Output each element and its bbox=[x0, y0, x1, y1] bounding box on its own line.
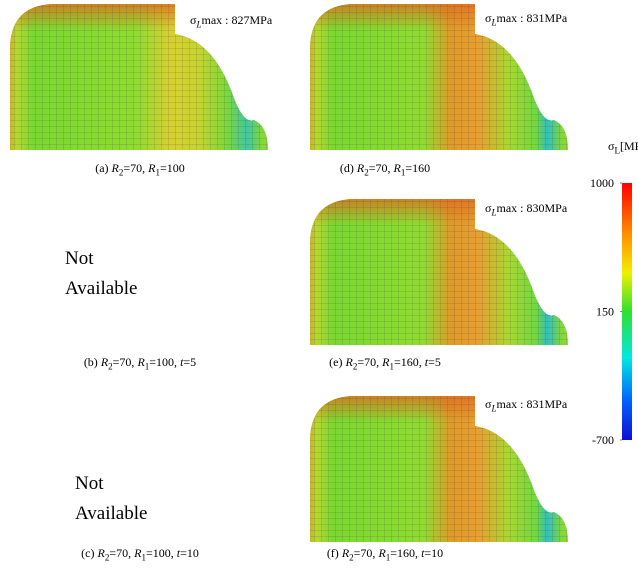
text-run: 1 bbox=[141, 553, 146, 563]
text-run: =5 bbox=[428, 355, 441, 369]
caption: (c) R2=70, R1=100, t=10 bbox=[81, 546, 199, 563]
colorbar-tick-label: 150 bbox=[596, 305, 614, 319]
text-run: max : 831MPa bbox=[496, 11, 567, 25]
colorbar bbox=[622, 183, 632, 440]
text-run: max : 831MPa bbox=[496, 397, 567, 411]
text-run: =10 bbox=[424, 546, 443, 560]
text-run: (e) bbox=[329, 355, 345, 369]
max-stress-label: σLmax : 830MPa bbox=[485, 201, 568, 218]
text-run: =70, bbox=[113, 355, 138, 369]
text-run: =100, bbox=[149, 355, 180, 369]
text-run: 2 bbox=[108, 362, 113, 372]
text-run: max : 830MPa bbox=[496, 201, 567, 215]
text-run: σ bbox=[485, 11, 492, 25]
text-run: R bbox=[381, 355, 390, 369]
caption: (b) R2=70, R1=100, t=5 bbox=[84, 355, 196, 372]
text-run: t bbox=[421, 546, 425, 560]
text-run: R bbox=[96, 546, 105, 560]
text-run: =70, bbox=[354, 546, 379, 560]
text-run: 2 bbox=[353, 362, 358, 372]
colorbar-tick-label: 1000 bbox=[590, 176, 614, 190]
text-run: (a) bbox=[95, 161, 111, 175]
text-run: R bbox=[344, 355, 353, 369]
text-run: R bbox=[356, 161, 365, 175]
text-run: 2 bbox=[364, 168, 369, 178]
placeholder-text: Not bbox=[75, 473, 104, 494]
max-stress-label: σLmax : 831MPa bbox=[485, 11, 568, 28]
text-run: R bbox=[377, 546, 386, 560]
text-run: (c) bbox=[81, 546, 97, 560]
text-run: 1 bbox=[401, 168, 406, 178]
text-run: 1 bbox=[156, 168, 161, 178]
text-run: 1 bbox=[145, 362, 150, 372]
text-run: t bbox=[180, 355, 184, 369]
text-run: L bbox=[195, 20, 201, 30]
text-run: =70, bbox=[369, 161, 394, 175]
text-run: t bbox=[177, 546, 181, 560]
text-run: =70, bbox=[109, 546, 134, 560]
text-run: σ bbox=[608, 139, 615, 153]
text-run: σ bbox=[485, 397, 492, 411]
text-run: [MPa] bbox=[620, 139, 638, 153]
text-run: (f) bbox=[327, 546, 342, 560]
text-run: =10 bbox=[180, 546, 199, 560]
text-run: (d) bbox=[340, 161, 357, 175]
caption: (f) R2=70, R1=160, t=10 bbox=[327, 546, 443, 563]
text-run: (b) bbox=[84, 355, 101, 369]
text-run: =160, bbox=[394, 355, 425, 369]
text-run: 2 bbox=[119, 168, 124, 178]
text-run: t bbox=[425, 355, 429, 369]
text-run: R bbox=[393, 161, 402, 175]
colorbar-tick-label: -700 bbox=[592, 433, 614, 447]
text-run: σ bbox=[485, 201, 492, 215]
max-stress-label: σLmax : 827MPa bbox=[190, 13, 273, 30]
caption: (a) R2=70, R1=100 bbox=[95, 161, 185, 178]
text-run: 1 bbox=[386, 553, 391, 563]
text-run: =5 bbox=[183, 355, 196, 369]
text-run: L bbox=[490, 208, 496, 218]
text-run: =160, bbox=[390, 546, 421, 560]
placeholder-text: Available bbox=[75, 503, 147, 524]
max-stress-label: σLmax : 831MPa bbox=[485, 397, 568, 414]
text-run: =160 bbox=[405, 161, 430, 175]
text-run: 1 bbox=[389, 362, 394, 372]
text-run: =100, bbox=[146, 546, 177, 560]
text-run: L bbox=[490, 18, 496, 28]
text-run: 2 bbox=[349, 553, 354, 563]
text-run: L bbox=[490, 404, 496, 414]
contour-plot bbox=[300, 195, 575, 350]
text-run: =100 bbox=[160, 161, 185, 175]
text-run: R bbox=[111, 161, 120, 175]
text-run: R bbox=[147, 161, 156, 175]
text-run: R bbox=[341, 546, 350, 560]
text-run: max : 827MPa bbox=[201, 13, 272, 27]
text-run: 2 bbox=[105, 553, 110, 563]
text-run: R bbox=[133, 546, 142, 560]
colorbar-label: σL[MPa] bbox=[608, 139, 638, 156]
text-run: L bbox=[614, 146, 620, 156]
text-run: R bbox=[100, 355, 109, 369]
caption: (d) R2=70, R1=160 bbox=[340, 161, 430, 178]
text-run: σ bbox=[190, 13, 197, 27]
placeholder-text: Not bbox=[65, 248, 94, 269]
text-run: =70, bbox=[357, 355, 382, 369]
text-run: =70, bbox=[123, 161, 148, 175]
text-run: R bbox=[136, 355, 145, 369]
placeholder-text: Available bbox=[65, 278, 137, 299]
contour-plot bbox=[300, 392, 575, 547]
caption: (e) R2=70, R1=160, t=5 bbox=[329, 355, 441, 372]
